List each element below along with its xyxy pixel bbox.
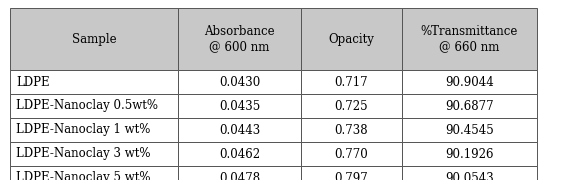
Bar: [301, 94, 402, 118]
Text: 0.0435: 0.0435: [219, 100, 260, 112]
Bar: [301, 8, 402, 70]
Text: 0.797: 0.797: [335, 172, 369, 180]
Text: Sample: Sample: [71, 33, 116, 46]
Bar: [301, 70, 402, 94]
Text: 0.0430: 0.0430: [219, 75, 260, 89]
Text: 90.6877: 90.6877: [445, 100, 494, 112]
Text: Absorbance
@ 600 nm: Absorbance @ 600 nm: [204, 25, 275, 53]
Bar: [402, 142, 537, 166]
Text: LDPE-Nanoclay 1 wt%: LDPE-Nanoclay 1 wt%: [16, 123, 150, 136]
Text: LDPE: LDPE: [16, 75, 50, 89]
Text: 0.0462: 0.0462: [219, 147, 260, 161]
Bar: [301, 166, 402, 180]
Text: LDPE-Nanoclay 0.5wt%: LDPE-Nanoclay 0.5wt%: [16, 100, 158, 112]
Bar: [10, 70, 178, 94]
Text: LDPE-Nanoclay 5 wt%: LDPE-Nanoclay 5 wt%: [16, 172, 150, 180]
Bar: [10, 8, 178, 70]
Bar: [402, 94, 537, 118]
Text: 0.770: 0.770: [335, 147, 369, 161]
Text: 90.1926: 90.1926: [445, 147, 494, 161]
Bar: [10, 118, 178, 142]
Text: 90.0543: 90.0543: [445, 172, 494, 180]
Text: 90.9044: 90.9044: [445, 75, 494, 89]
Text: 0.717: 0.717: [335, 75, 369, 89]
Bar: [178, 70, 301, 94]
Bar: [402, 118, 537, 142]
Bar: [301, 142, 402, 166]
Text: 0.0443: 0.0443: [219, 123, 260, 136]
Bar: [178, 8, 301, 70]
Bar: [10, 142, 178, 166]
Bar: [402, 70, 537, 94]
Text: 0.0478: 0.0478: [219, 172, 260, 180]
Bar: [178, 118, 301, 142]
Text: 0.725: 0.725: [335, 100, 369, 112]
Bar: [178, 166, 301, 180]
Text: LDPE-Nanoclay 3 wt%: LDPE-Nanoclay 3 wt%: [16, 147, 150, 161]
Text: 0.738: 0.738: [335, 123, 369, 136]
Text: 90.4545: 90.4545: [445, 123, 494, 136]
Text: %Transmittance
@ 660 nm: %Transmittance @ 660 nm: [421, 25, 518, 53]
Bar: [178, 142, 301, 166]
Text: Opacity: Opacity: [328, 33, 374, 46]
Bar: [10, 94, 178, 118]
Bar: [402, 166, 537, 180]
Bar: [301, 118, 402, 142]
Bar: [402, 8, 537, 70]
Bar: [10, 166, 178, 180]
Bar: [178, 94, 301, 118]
